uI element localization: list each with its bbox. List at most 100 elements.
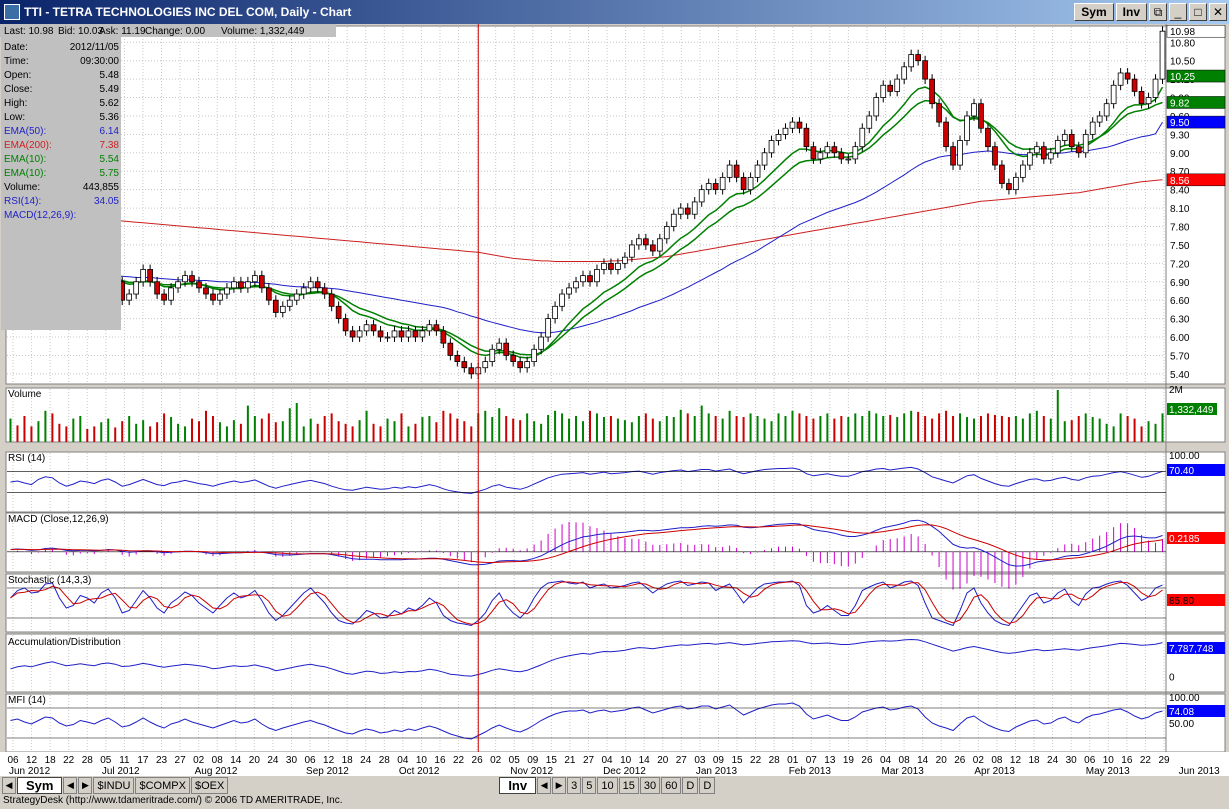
volume-bar — [9, 418, 12, 442]
minimize-icon[interactable]: _ — [1169, 3, 1187, 21]
candle-body — [643, 238, 649, 246]
date-tick-label: 02 — [973, 755, 985, 766]
info-header-bg — [0, 24, 336, 37]
panel-acc — [5, 633, 1226, 693]
candle-body — [231, 281, 237, 289]
volume-bar — [602, 417, 605, 442]
volume-bar — [407, 426, 410, 442]
period-tab-60[interactable]: 60 — [661, 777, 682, 794]
date-tick-label: 08 — [212, 755, 224, 766]
symbol-tab-indu[interactable]: $INDU — [93, 777, 135, 794]
next-symbol-icon[interactable]: ▶ — [78, 777, 93, 794]
candle-body — [887, 84, 894, 92]
info-label: Close: — [4, 84, 32, 95]
volume-bar — [337, 421, 340, 442]
info-label: EMA(10): — [4, 168, 46, 179]
info-label: Time: — [4, 56, 29, 67]
candle-body — [936, 103, 942, 123]
volume-bar — [1042, 416, 1045, 442]
volume-bar — [979, 416, 982, 442]
price-tick-label: 8.40 — [1170, 186, 1190, 197]
accumulation-title: Accumulation/Distribution — [8, 637, 121, 648]
info-label: Low: — [4, 112, 25, 123]
period-tab-15[interactable]: 15 — [618, 777, 639, 794]
info-value: 5.36 — [100, 112, 120, 123]
sym-button[interactable]: Sym — [1074, 3, 1114, 21]
candle-body — [999, 164, 1005, 184]
date-tick-label: 27 — [676, 755, 688, 766]
scroll-left-icon[interactable]: ◀ — [2, 777, 16, 794]
period-tab-3[interactable]: 3 — [567, 777, 582, 794]
volume-bar — [770, 421, 773, 442]
inv-button[interactable]: Inv — [1115, 3, 1147, 21]
rsi-value-label: 70.40 — [1169, 466, 1194, 477]
stochastic-value-box — [1167, 594, 1225, 606]
symbol-tab-oex[interactable]: $OEX — [190, 777, 229, 794]
candle-body — [719, 176, 726, 191]
chart-area[interactable]: 10.8010.5010.209.909.609.309.008.708.408… — [0, 24, 1229, 776]
volume-bar — [526, 413, 529, 442]
period-tab-5[interactable]: 5 — [582, 777, 597, 794]
volume-bar — [260, 418, 263, 442]
period-tab-10[interactable]: 10 — [597, 777, 618, 794]
candle-body — [496, 342, 503, 350]
maximize-icon[interactable]: □ — [1189, 3, 1207, 21]
month-label: Jan 2013 — [696, 766, 738, 776]
volume-bar — [358, 420, 361, 442]
close-icon[interactable]: ✕ — [1209, 3, 1227, 21]
volume-bar — [428, 416, 431, 442]
panel-sto — [5, 573, 1226, 633]
volume-bar — [149, 426, 152, 442]
volume-bar — [540, 423, 543, 442]
date-tick-label: 29 — [1158, 755, 1170, 766]
candle-body — [684, 207, 691, 215]
volume-bar — [1091, 417, 1094, 442]
date-tick-label: 12 — [323, 755, 335, 766]
mfi-value-box — [1167, 705, 1225, 717]
candle-body — [824, 146, 831, 154]
candle-body — [803, 127, 810, 148]
candle-body — [1117, 72, 1124, 86]
sym-tab[interactable]: Sym — [17, 777, 63, 794]
date-tick-label: 06 — [304, 755, 316, 766]
inv-tab[interactable]: Inv — [499, 777, 537, 794]
volume-bar — [1161, 413, 1164, 442]
date-tick-label: 22 — [453, 755, 465, 766]
price-tick-label: 7.20 — [1170, 259, 1190, 270]
candle-body — [901, 66, 908, 80]
candle-body — [517, 361, 524, 369]
period-tab-30[interactable]: 30 — [639, 777, 661, 794]
prev-symbol-icon[interactable]: ◀ — [63, 777, 78, 794]
macd-value-box — [1167, 532, 1225, 544]
symbol-tab-compx[interactable]: $COMPX — [135, 777, 190, 794]
month-label: Apr 2013 — [974, 766, 1015, 776]
detach-icon[interactable]: ⧉ — [1149, 3, 1167, 21]
month-label: Mar 2013 — [882, 766, 925, 776]
next-period-icon[interactable]: ▶ — [552, 777, 567, 794]
info-label: EMA(200): — [4, 140, 52, 151]
candle-body — [342, 318, 349, 332]
volume-bar — [1014, 416, 1017, 442]
candle-body — [1040, 146, 1047, 160]
date-tick-label: 18 — [342, 755, 354, 766]
date-tick-label: 01 — [787, 755, 799, 766]
candle-body — [482, 361, 489, 369]
date-tick-label: 22 — [1140, 755, 1152, 766]
volume-bar — [665, 416, 668, 442]
volume-bar — [23, 416, 26, 442]
price-tick-label: 9.30 — [1170, 130, 1190, 141]
prev-period-icon[interactable]: ◀ — [537, 777, 552, 794]
period-tab-d[interactable]: D — [682, 777, 699, 794]
info-label: Volume: — [4, 182, 40, 193]
period-tab-d2[interactable]: D — [699, 777, 716, 794]
price-label: 9.82 — [1170, 98, 1190, 109]
date-tick-label: 09 — [527, 755, 539, 766]
candle-body — [992, 146, 998, 166]
date-tick-label: 02 — [490, 755, 502, 766]
candle-body — [559, 293, 565, 307]
volume-bar — [79, 416, 82, 442]
candle-body — [1020, 164, 1026, 178]
volume-bar — [365, 410, 368, 442]
candle-body — [656, 238, 663, 252]
candle-body — [370, 324, 377, 332]
